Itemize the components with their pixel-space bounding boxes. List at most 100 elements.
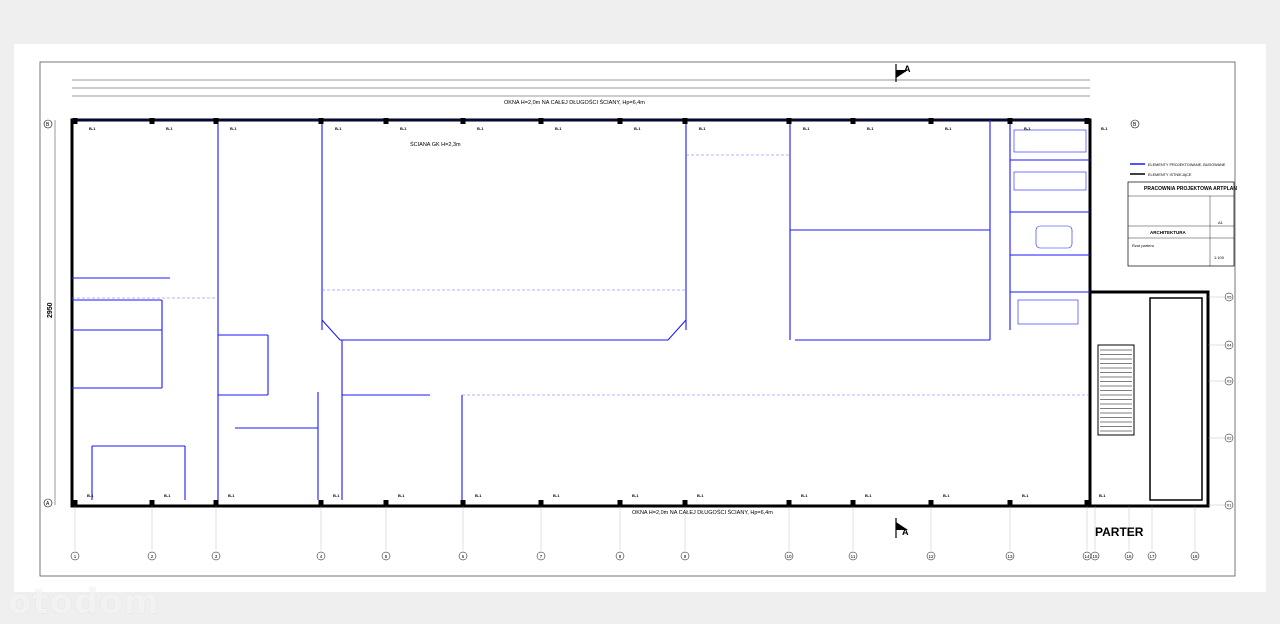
column-tag: B-1 (699, 126, 706, 131)
sheet-number: A1 (1218, 220, 1224, 225)
column-tag: B-1 (865, 493, 872, 498)
column-tag: B-1 (1101, 126, 1108, 131)
axis-number: 9 (684, 554, 687, 559)
axis-bubble (1005, 551, 1015, 561)
column (72, 118, 78, 124)
column (682, 500, 688, 506)
axis-bubble (147, 551, 157, 561)
column (1007, 500, 1013, 506)
column-tag: B-1 (801, 493, 808, 498)
axis-bubble (316, 551, 326, 561)
column-tag: B-1 (632, 493, 639, 498)
column-tag: B-1 (553, 493, 560, 498)
column (149, 118, 155, 124)
axis-bubble (1224, 433, 1234, 443)
axis-number: 12 (928, 554, 934, 559)
axis-bubble (1190, 551, 1200, 561)
column-tag: B-1 (803, 126, 810, 131)
gypsum-wall-note: ŚCIANA GK H=2,3m (410, 140, 461, 148)
grid-letter-b: B (46, 122, 50, 128)
title-section: ARCHITEKTURA (1150, 230, 1186, 235)
axis-bubble (1224, 376, 1234, 386)
column-tag: B-1 (1099, 493, 1106, 498)
column-tag: B-1 (555, 126, 562, 131)
column (1084, 118, 1090, 124)
column-tag: B-1 (164, 493, 171, 498)
axis-number: 1 (74, 554, 77, 559)
top-window-note: OKNA H=2,0m NA CAŁEJ DŁUGOŚCI ŚCIANY, Hp… (504, 98, 645, 106)
axis-number: 15 (1092, 554, 1098, 559)
column-tag: B-1 (634, 126, 641, 131)
column (786, 500, 792, 506)
column (786, 118, 792, 124)
column (318, 500, 324, 506)
axis-bubble (211, 551, 221, 561)
grid-markers-left: B A B (43, 119, 1140, 508)
sheet-scale: 1:100 (1214, 255, 1225, 260)
column-tag: B-1 (230, 126, 237, 131)
office-name: PRACOWNIA PROJEKTOWA ARTPLAN (1144, 186, 1237, 192)
column (149, 500, 155, 506)
axis-bubble (536, 551, 546, 561)
axis-bubble (1224, 292, 1234, 302)
watermark-logo: otodom (8, 582, 161, 622)
section-cut-bottom: A (895, 518, 909, 538)
grid-letter-a: A (46, 501, 50, 507)
column (383, 500, 389, 506)
column-tag: B-1 (89, 126, 96, 131)
dashed-lines (72, 154, 1088, 396)
column (617, 500, 623, 506)
column-tag: B-1 (333, 493, 340, 498)
column (538, 118, 544, 124)
column (682, 118, 688, 124)
column-tag: B-1 (1022, 493, 1029, 498)
column (617, 118, 623, 124)
axis-bubble (784, 551, 794, 561)
column-tag: B-1 (335, 126, 342, 131)
bottom-window-note: OKNA H=2,0m NA CAŁEJ DŁUGOŚCI ŚCIANY, Hp… (632, 508, 773, 516)
column-tag: B-1 (87, 493, 94, 498)
axis-bubble (926, 551, 936, 561)
axis-bubble (615, 551, 625, 561)
legend: ELEMENTY PROJEKTOWANE, BUDOWANE ELEMENTY… (1130, 163, 1226, 177)
axis-number: 17 (1149, 554, 1155, 559)
axis-bubble (70, 551, 80, 561)
axis-number: 5 (385, 554, 388, 559)
axis-number: 7 (540, 554, 543, 559)
axis-bubble (381, 551, 391, 561)
axis-number: 4 (320, 554, 323, 559)
column (318, 118, 324, 124)
column (1007, 118, 1013, 124)
column-tag: B-1 (945, 126, 952, 131)
stair-treads (1100, 349, 1132, 432)
grid-letter-b-right: B (1133, 122, 1137, 128)
floor-label: PARTER (1095, 525, 1144, 539)
column-tag: B-1 (943, 493, 950, 498)
section-cut-top: A (895, 64, 911, 82)
axis-number: 13 (1007, 554, 1013, 559)
column-tag: B-1 (400, 126, 407, 131)
sheet-title: Rzut parteru (1132, 243, 1154, 248)
drawing-frame (39, 61, 1236, 577)
axis-bubble (1147, 551, 1157, 561)
column (850, 500, 856, 506)
axis-number: 16 (1126, 554, 1132, 559)
axis-number: 18 (1192, 554, 1198, 559)
section-marker-bottom: A (902, 527, 909, 537)
axis-number: 2 (151, 554, 154, 559)
column-tag: B-1 (475, 493, 482, 498)
paper-sheet (14, 44, 1266, 592)
top-dimension-lines (72, 79, 1090, 97)
axis-numbers-bottom: 1 2 3 4 5 6 7 8 9 10 11 12 13 14 15 16 17 18 (70, 506, 1200, 561)
axis-number: 11 (851, 554, 856, 559)
column-tag: B-1 (867, 126, 874, 131)
legend-item-existing: ELEMENTY ISTNIEJĄCE (1148, 173, 1192, 177)
column (850, 118, 856, 124)
height-dimension: 2950 (47, 302, 54, 318)
column (460, 500, 466, 506)
column-tag: B-1 (166, 126, 173, 131)
axis-number: 6 (462, 554, 465, 559)
column (1084, 500, 1090, 506)
